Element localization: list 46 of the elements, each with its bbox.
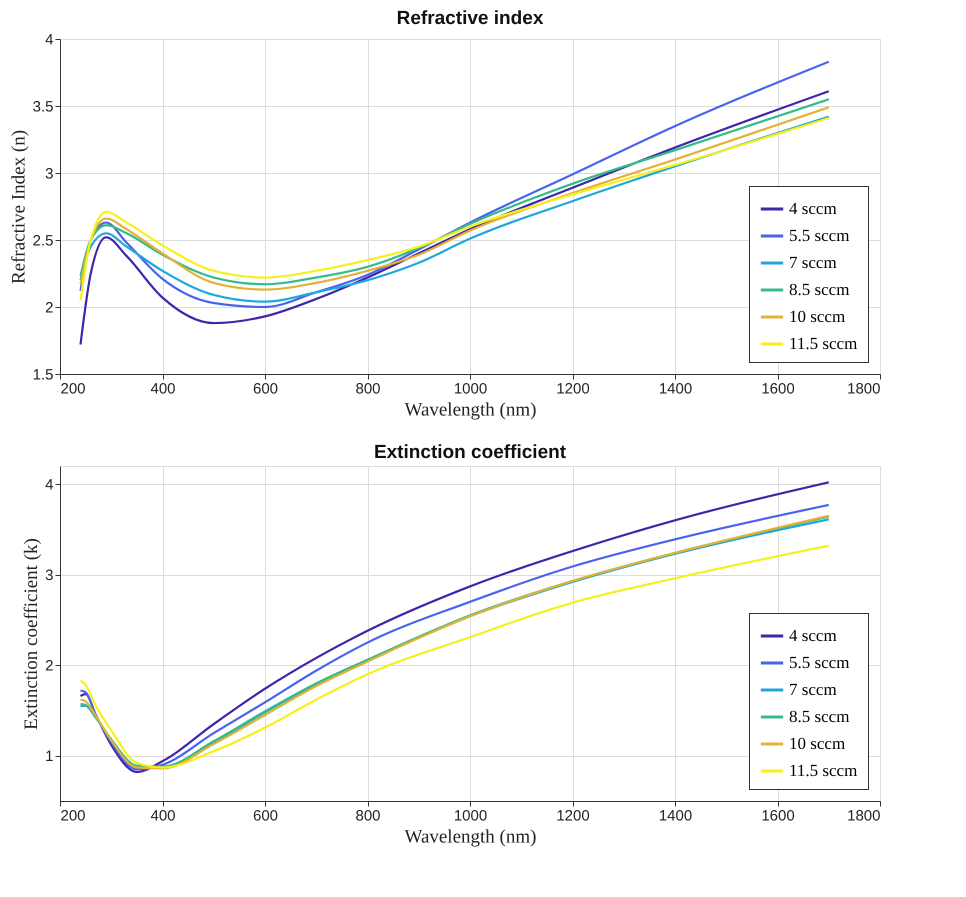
chart-title: Refractive index — [396, 8, 544, 29]
x-tick-label: 1000 — [454, 808, 488, 824]
legend-label: 8.5 sccm — [789, 707, 850, 726]
x-tick-label: 1000 — [454, 380, 488, 398]
x-tick-label: 800 — [355, 380, 381, 398]
y-tick-label: 2 — [45, 300, 54, 316]
legend-label: 5.5 sccm — [789, 653, 850, 672]
y-tick-label: 4 — [45, 476, 54, 494]
legend-label: 7 sccm — [789, 253, 837, 272]
x-tick-label: 1600 — [761, 380, 795, 398]
x-tick-label: 1800 — [847, 808, 880, 824]
legend-label: 10 sccm — [789, 734, 846, 753]
y-tick-label: 3.5 — [32, 98, 54, 116]
x-tick-label: 400 — [150, 808, 176, 824]
y-tick-label: 1 — [45, 748, 54, 766]
x-tick-label: 1800 — [847, 380, 880, 398]
x-tick-label: 200 — [60, 808, 86, 824]
x-tick-label: 800 — [355, 808, 381, 824]
legend-label: 4 sccm — [789, 199, 837, 218]
legend-label: 8.5 sccm — [789, 280, 850, 299]
x-tick-label: 1400 — [658, 380, 692, 398]
y-tick-label: 2 — [45, 658, 54, 675]
chart-title: Extinction coefficient — [374, 442, 567, 463]
y-tick-label: 1.5 — [32, 366, 54, 384]
x-tick-label: 400 — [150, 380, 176, 398]
y-axis-title: Refractive Index (n) — [8, 130, 30, 284]
y-tick-label: 4 — [45, 32, 54, 48]
legend-label: 4 sccm — [789, 626, 837, 645]
x-tick-label: 1400 — [658, 808, 692, 824]
legend-label: 10 sccm — [789, 307, 846, 326]
y-tick-label: 3 — [45, 567, 54, 584]
x-tick-label: 1200 — [556, 808, 590, 824]
y-tick-label: 3 — [45, 166, 54, 182]
x-tick-label: 200 — [60, 380, 86, 398]
legend-label: 11.5 sccm — [789, 334, 858, 353]
y-tick-label: 2.5 — [32, 232, 54, 250]
x-axis-title: Wavelength (nm) — [404, 826, 536, 848]
legend-label: 7 sccm — [789, 680, 837, 699]
x-tick-label: 600 — [252, 380, 278, 398]
x-tick-label: 1200 — [556, 380, 590, 398]
x-tick-label: 1600 — [761, 808, 795, 824]
legend-label: 11.5 sccm — [789, 761, 858, 780]
x-axis-title: Wavelength (nm) — [404, 400, 536, 420]
legend-label: 5.5 sccm — [789, 226, 850, 245]
x-tick-label: 600 — [252, 808, 278, 824]
y-axis-title: Extinction coefficient (k) — [21, 538, 42, 730]
